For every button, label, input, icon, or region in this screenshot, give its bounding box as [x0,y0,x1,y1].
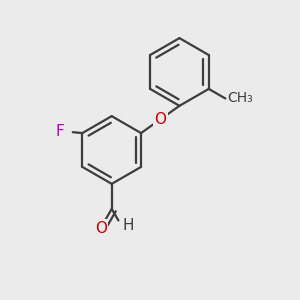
Text: F: F [56,124,65,139]
Text: O: O [154,112,166,127]
Text: CH₃: CH₃ [228,92,253,106]
Text: H: H [123,218,134,233]
Text: O: O [95,220,107,236]
